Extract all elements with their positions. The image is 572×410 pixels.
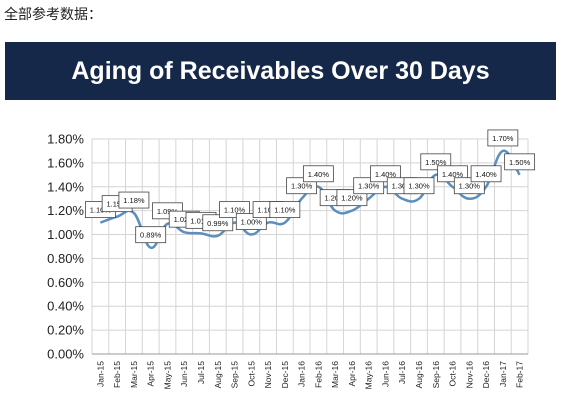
data-label: 1.30% xyxy=(459,182,481,191)
data-label: 0.99% xyxy=(207,219,229,228)
data-label: 1.70% xyxy=(492,134,514,143)
x-tick-label: Nov-15 xyxy=(263,361,273,389)
data-label: 1.40% xyxy=(308,170,330,179)
data-label-box xyxy=(487,129,519,147)
data-label: 1.50% xyxy=(509,158,531,167)
data-label: 1.10% xyxy=(224,206,246,215)
data-label-box xyxy=(470,165,502,183)
data-label: 1.15% xyxy=(107,200,129,209)
data-label-box xyxy=(135,226,167,244)
data-label: 1.50% xyxy=(425,158,447,167)
data-label-box xyxy=(403,177,435,195)
data-label: 1.10% xyxy=(90,206,112,215)
data-label-box xyxy=(504,153,536,171)
x-tick-label: Jan-17 xyxy=(498,361,508,387)
x-tick-label: May-15 xyxy=(162,361,172,390)
y-tick-label: 0.60% xyxy=(47,275,84,290)
x-tick-label: Dec-16 xyxy=(481,361,491,389)
data-label: 1.40% xyxy=(475,170,497,179)
y-tick-label: 1.40% xyxy=(47,179,84,194)
y-tick-label: 1.00% xyxy=(47,227,84,242)
y-tick-label: 0.00% xyxy=(47,347,84,362)
data-label: 1.20% xyxy=(341,194,363,203)
data-label-box xyxy=(302,165,334,183)
x-tick-label: Jul-16 xyxy=(397,361,407,384)
data-label: 1.10% xyxy=(274,206,296,215)
y-tick-label: 1.20% xyxy=(47,203,84,218)
x-tick-label: Nov-16 xyxy=(464,361,474,389)
x-tick-label: Jun-16 xyxy=(380,361,390,387)
x-tick-label: Jul-15 xyxy=(196,361,206,384)
x-tick-label: Apr-15 xyxy=(146,361,156,387)
data-label-box xyxy=(269,201,301,219)
line-chart: 0.00% 0.20% 0.40% 0.60% 0.80% 1.00% 1.20% 1.40%… xyxy=(47,129,536,390)
data-label-box xyxy=(118,191,150,209)
data-label: 1.02% xyxy=(174,215,196,224)
x-tick-label: Mar-16 xyxy=(330,361,340,388)
data-label: 1.10% xyxy=(257,206,279,215)
chart-title: Aging of Receivables Over 30 Days xyxy=(5,42,556,100)
x-tick-label: Aug-15 xyxy=(213,361,223,389)
x-tick-label: Mar-15 xyxy=(129,361,139,388)
caption-text: 全部参考数据： xyxy=(4,7,102,23)
data-label: 1.40% xyxy=(375,170,397,179)
y-tick-label: 0.40% xyxy=(47,299,84,314)
y-tick-label: 0.80% xyxy=(47,251,84,266)
data-label: 1.01% xyxy=(190,216,212,225)
data-label: 1.18% xyxy=(123,196,145,205)
data-label-box xyxy=(202,214,234,232)
y-tick-label: 0.20% xyxy=(47,323,84,338)
x-tick-label: Oct-16 xyxy=(448,361,458,387)
data-label: 1.30% xyxy=(358,182,380,191)
data-label: 1.30% xyxy=(291,182,313,191)
x-tick-label: Sep-16 xyxy=(431,361,441,389)
x-tick-label: Feb-16 xyxy=(313,361,323,388)
x-tick-label: Feb-15 xyxy=(112,361,122,388)
x-tick-label: Sep-15 xyxy=(230,361,240,389)
x-tick-label: Apr-16 xyxy=(347,361,357,387)
chart-area: 0.00% 0.20% 0.40% 0.60% 0.80% 1.00% 1.20% 1.40%… xyxy=(5,100,556,406)
x-tick-label: Jan-16 xyxy=(297,361,307,387)
data-label: 1.30% xyxy=(408,182,430,191)
x-tick-label: Jun-15 xyxy=(179,361,189,387)
x-tick-label: Feb-17 xyxy=(515,361,525,388)
data-label: 1.20% xyxy=(325,194,347,203)
x-tick-label: May-16 xyxy=(364,361,374,390)
data-label: 0.89% xyxy=(140,231,162,240)
data-label: 1.30% xyxy=(392,182,414,191)
data-label: 1.09% xyxy=(157,207,179,216)
x-tick-label: Jan-15 xyxy=(95,361,105,387)
x-tick-label: Aug-16 xyxy=(414,361,424,389)
x-tick-label: Oct-15 xyxy=(246,361,256,387)
y-tick-label: 1.80% xyxy=(47,132,84,147)
x-tick-label: Dec-15 xyxy=(280,361,290,389)
y-tick-label: 1.60% xyxy=(47,155,84,170)
data-label: 1.00% xyxy=(241,218,263,227)
data-label: 1.40% xyxy=(442,170,464,179)
